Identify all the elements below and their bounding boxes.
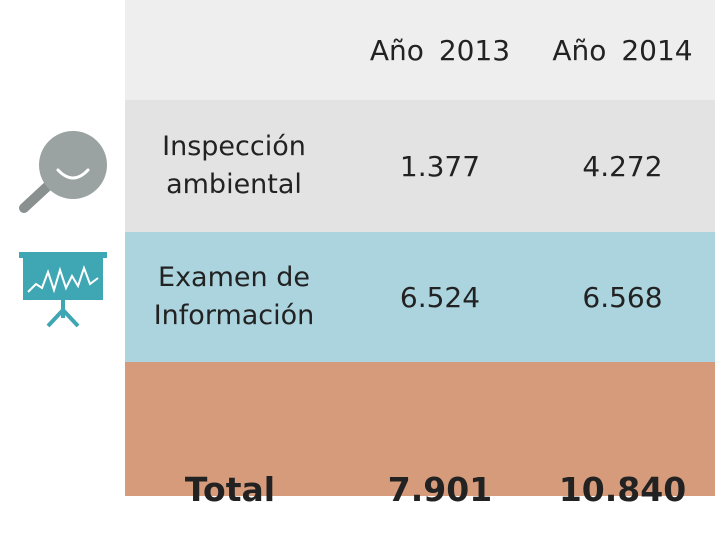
- row-label: Total: [184, 469, 276, 509]
- magnifier-icon: [19, 131, 107, 213]
- cell-value: 1.377: [399, 149, 481, 183]
- total-row: Total 7.901 10.840: [125, 362, 715, 509]
- table-row: Inspección ambiental 1.377 4.272: [125, 100, 715, 232]
- cell-value: 10.840: [558, 469, 687, 509]
- column-header: Año 2014: [552, 33, 693, 67]
- column-header: Año 2013: [369, 33, 511, 67]
- cell-value: 7.901: [387, 469, 493, 509]
- cell-value: 6.524: [399, 280, 481, 314]
- row-label: Examen de Información: [153, 262, 315, 331]
- cell-value: 4.272: [582, 149, 663, 183]
- row-label: Inspección ambiental: [162, 131, 306, 200]
- table-row: Examen de Información 6.524 6.568: [125, 232, 715, 362]
- header-row: Año 2013 Año 2014: [125, 0, 715, 100]
- presentation-icon: [19, 252, 107, 328]
- icons: [19, 131, 107, 328]
- cell-value: 6.568: [582, 280, 663, 314]
- page: {"table": { "columns": ["Año 2013", "Año…: [19, 0, 715, 509]
